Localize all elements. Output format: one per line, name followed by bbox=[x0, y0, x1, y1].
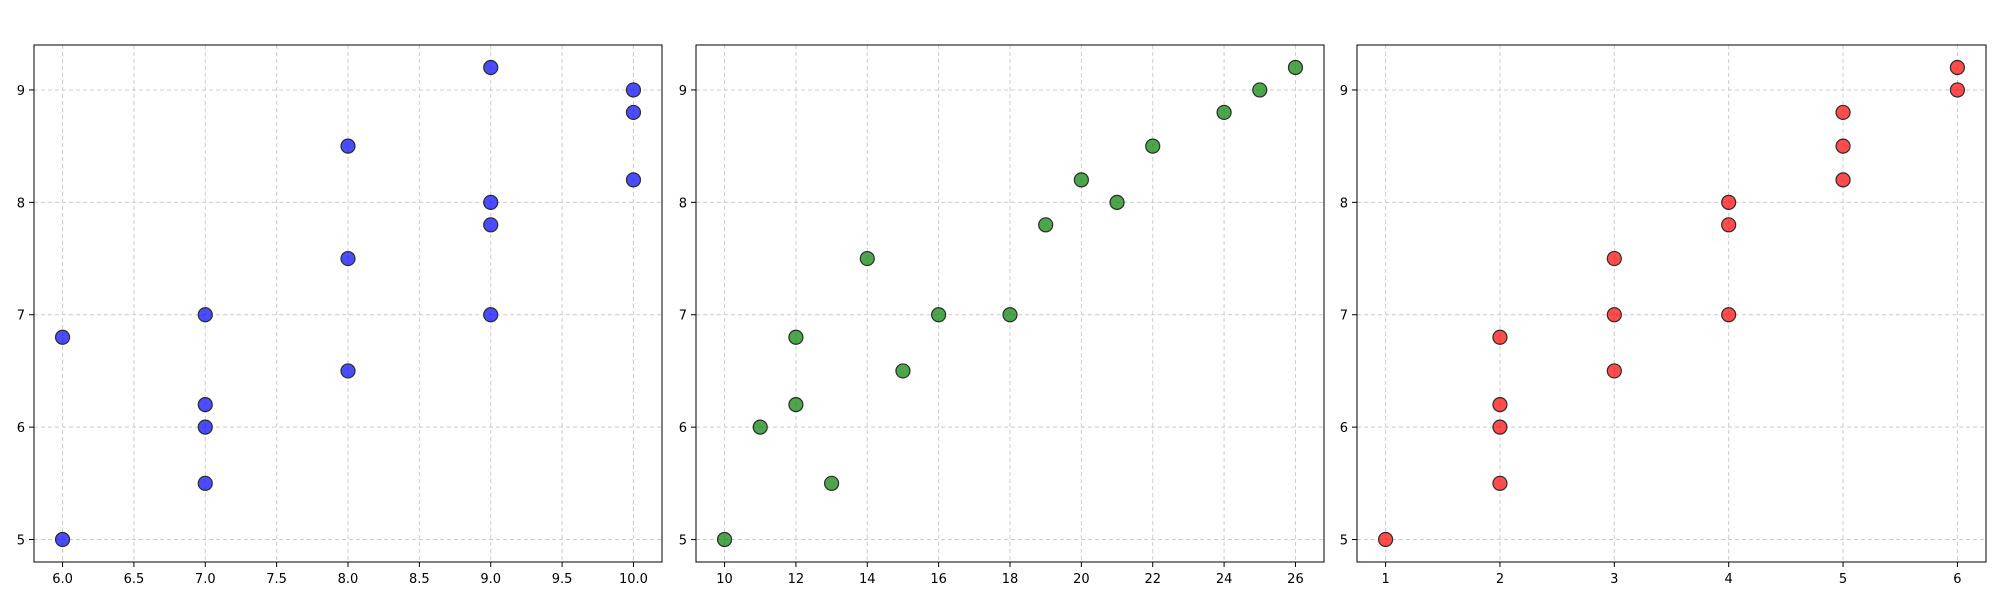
data-point bbox=[1073, 172, 1089, 188]
x-tick-label: 6 bbox=[1953, 572, 1961, 587]
y-tick-label: 5 bbox=[17, 534, 25, 549]
x-tick-label: 10.0 bbox=[619, 572, 648, 587]
data-point bbox=[1949, 82, 1966, 98]
data-point bbox=[483, 307, 499, 323]
data-point bbox=[625, 104, 642, 121]
x-tick-label: 12 bbox=[788, 572, 805, 587]
data-point bbox=[625, 82, 642, 98]
data-point bbox=[1492, 397, 1508, 413]
data-point bbox=[625, 172, 642, 188]
data-point bbox=[1492, 329, 1508, 345]
x-tick-label: 9.0 bbox=[480, 572, 501, 587]
data-point bbox=[859, 250, 875, 267]
data-point bbox=[1377, 531, 1394, 548]
data-point bbox=[1038, 217, 1054, 233]
data-point bbox=[197, 419, 213, 435]
data-point bbox=[1002, 307, 1018, 323]
data-point bbox=[340, 250, 356, 267]
data-point bbox=[1492, 419, 1508, 435]
data-point bbox=[1721, 217, 1737, 233]
x-tick-label: 8.5 bbox=[409, 572, 430, 587]
data-point bbox=[1109, 194, 1125, 210]
x-tick-label: 24 bbox=[1216, 572, 1233, 587]
x-tick-label: 10 bbox=[716, 572, 733, 587]
data-point bbox=[752, 419, 768, 435]
x-tick-label: 26 bbox=[1287, 572, 1304, 587]
x-tick-label: 3 bbox=[1610, 572, 1618, 587]
x-tick-label: 6.5 bbox=[124, 572, 145, 587]
y-tick-label: 6 bbox=[679, 421, 687, 436]
data-point bbox=[1606, 307, 1622, 323]
data-point bbox=[483, 59, 499, 76]
x-tick-label: 5 bbox=[1839, 572, 1847, 587]
data-point bbox=[340, 138, 356, 154]
y-tick-label: 7 bbox=[1340, 309, 1348, 324]
x-tick-label: 16 bbox=[930, 572, 947, 587]
y-tick-label: 7 bbox=[17, 309, 25, 324]
data-point bbox=[1145, 138, 1161, 154]
data-point bbox=[1606, 363, 1622, 379]
data-point bbox=[823, 475, 840, 491]
data-point bbox=[931, 307, 947, 323]
data-point bbox=[483, 217, 499, 233]
plot-frame bbox=[1356, 44, 1987, 563]
data-point bbox=[54, 329, 71, 345]
panel-green: 10 12 14 16 18 20 22 24 26 5 6 7 8 9 bbox=[679, 44, 1325, 587]
x-tick-label: 7.5 bbox=[266, 572, 287, 587]
y-tick-label: 7 bbox=[679, 309, 687, 324]
panel-blue: 6.0 6.5 7.0 7.5 8.0 8.5 9.0 9.5 10.0 5 6 7 8 9 bbox=[17, 44, 663, 587]
x-tick-label: 22 bbox=[1144, 572, 1161, 587]
x-tick-label: 2 bbox=[1496, 572, 1504, 587]
data-point bbox=[1835, 104, 1851, 121]
data-point bbox=[1216, 104, 1232, 121]
data-point bbox=[895, 363, 911, 379]
x-tick-label: 20 bbox=[1073, 572, 1090, 587]
data-point bbox=[1721, 307, 1737, 323]
data-point bbox=[197, 307, 213, 323]
x-tick-label: 18 bbox=[1002, 572, 1019, 587]
y-tick-label: 5 bbox=[1340, 534, 1348, 549]
data-point bbox=[1949, 59, 1966, 76]
data-point bbox=[1606, 250, 1622, 267]
data-point bbox=[716, 531, 733, 548]
data-point bbox=[197, 397, 213, 413]
y-tick-label: 6 bbox=[17, 421, 25, 436]
y-tick-label: 8 bbox=[1340, 196, 1348, 211]
data-point bbox=[197, 475, 213, 491]
data-point bbox=[54, 531, 71, 548]
y-tick-label: 9 bbox=[17, 84, 25, 99]
y-tick-label: 5 bbox=[679, 534, 687, 549]
data-point bbox=[483, 194, 499, 210]
y-tick-label: 8 bbox=[679, 196, 687, 211]
data-point bbox=[1835, 172, 1851, 188]
x-tick-label: 7.0 bbox=[195, 572, 216, 587]
data-point bbox=[1492, 475, 1508, 491]
x-tick-label: 9.5 bbox=[552, 572, 573, 587]
x-tick-label: 4 bbox=[1725, 572, 1733, 587]
data-point bbox=[1721, 194, 1737, 210]
data-point bbox=[1287, 59, 1304, 76]
x-tick-label: 1 bbox=[1381, 572, 1389, 587]
y-tick-label: 9 bbox=[1340, 84, 1348, 99]
panel-red: 1 2 3 4 5 6 5 6 7 8 9 bbox=[1340, 44, 1987, 587]
y-tick-label: 9 bbox=[679, 84, 687, 99]
y-tick-label: 6 bbox=[1340, 421, 1348, 436]
x-tick-label: 14 bbox=[859, 572, 876, 587]
data-point bbox=[788, 397, 804, 413]
y-tick-label: 8 bbox=[17, 196, 25, 211]
data-point bbox=[1835, 138, 1851, 154]
data-point bbox=[340, 363, 356, 379]
x-tick-label: 8.0 bbox=[338, 572, 359, 587]
data-point bbox=[1252, 82, 1268, 98]
data-point bbox=[788, 329, 804, 345]
x-tick-label: 6.0 bbox=[52, 572, 73, 587]
